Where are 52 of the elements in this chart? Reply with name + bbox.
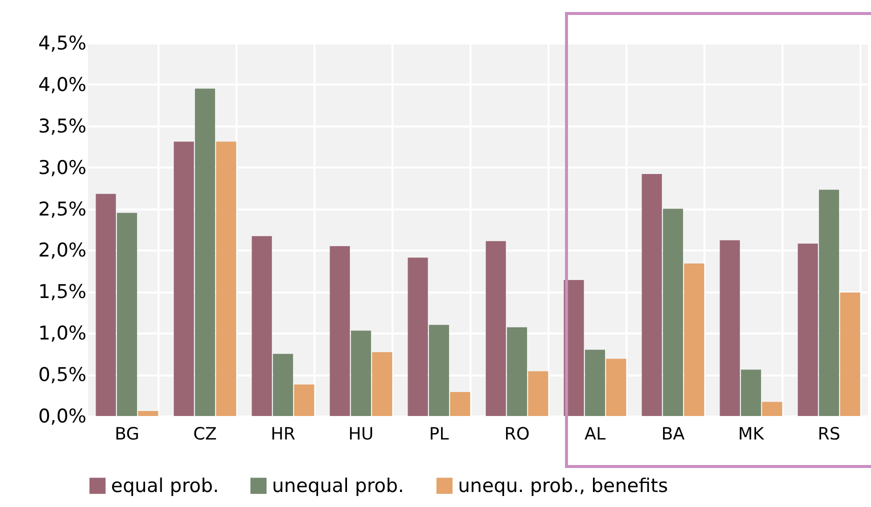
bar	[798, 244, 818, 416]
x-tick-label: PL	[429, 424, 450, 444]
bar	[216, 142, 236, 416]
bar	[350, 330, 372, 416]
x-tick-label: AL	[584, 424, 606, 444]
x-tick-label: BG	[114, 424, 140, 444]
bar	[174, 142, 194, 416]
x-tick-label: MK	[738, 424, 765, 444]
y-tick-label: 1,5%	[38, 281, 86, 304]
x-tick-label: HR	[270, 424, 296, 444]
bar	[428, 324, 450, 416]
bar	[684, 263, 704, 416]
legend-label: unequ. prob., benefits	[458, 474, 668, 497]
bar	[506, 327, 528, 416]
bar	[408, 258, 428, 416]
x-tick-label: BA	[661, 424, 686, 444]
bar	[740, 370, 762, 416]
bar	[528, 371, 548, 416]
x-tick-label: RO	[504, 424, 530, 444]
bar	[662, 208, 684, 416]
y-tick-label: 2,0%	[38, 240, 86, 262]
bar	[138, 411, 158, 416]
y-tick-label: 3,5%	[38, 115, 86, 138]
bar	[96, 194, 116, 416]
y-tick-label: 4,0%	[38, 74, 86, 96]
bar	[330, 246, 350, 416]
bar	[372, 352, 392, 416]
bar	[818, 190, 840, 416]
x-tick-label: CZ	[193, 424, 217, 444]
bar	[272, 354, 294, 416]
y-tick-label: 4,5%	[38, 32, 86, 54]
x-tick-label: HU	[348, 424, 374, 444]
x-tick-label: RS	[818, 424, 840, 444]
bar	[194, 88, 216, 416]
bar	[116, 212, 138, 416]
y-tick-label: 1,0%	[38, 322, 86, 345]
legend-label: unequal prob.	[272, 474, 404, 497]
bar	[642, 174, 662, 416]
bar	[584, 350, 606, 416]
bar	[606, 358, 626, 416]
bar	[762, 402, 782, 416]
legend-label: equal prob.	[111, 474, 219, 497]
y-tick-label: 0,0%	[38, 406, 86, 428]
y-tick-label: 3,0%	[38, 156, 86, 179]
bar	[720, 240, 740, 416]
y-tick-label: 2,5%	[38, 198, 86, 220]
bar	[486, 241, 506, 416]
bar	[450, 392, 470, 416]
bar	[252, 236, 272, 416]
bar	[294, 384, 314, 416]
y-tick-label: 0,5%	[38, 364, 86, 386]
bar	[840, 292, 860, 416]
